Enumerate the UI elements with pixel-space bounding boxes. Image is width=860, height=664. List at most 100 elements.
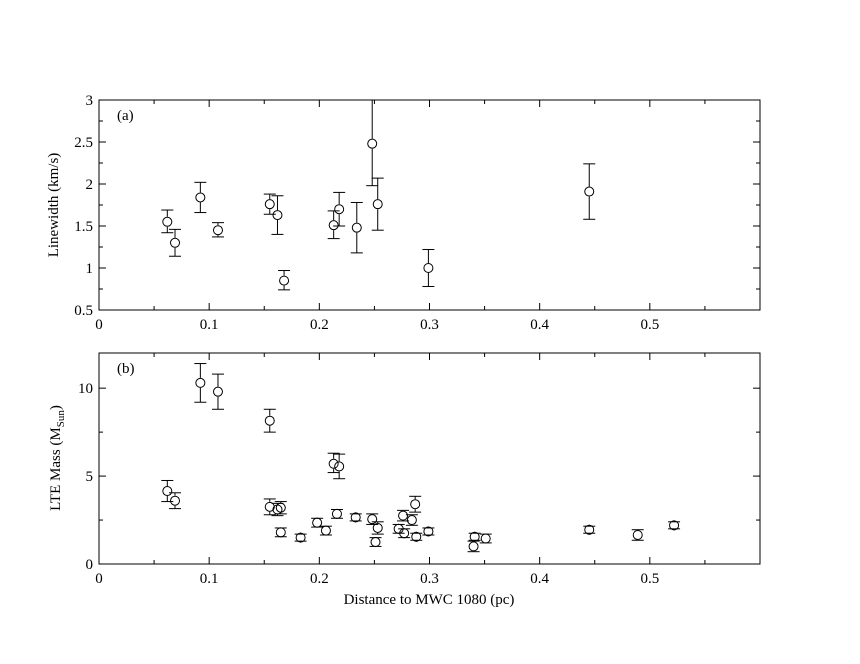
data-point-with-error-bar — [467, 540, 480, 553]
data-point-with-error-bar — [366, 513, 379, 525]
data-point-marker — [295, 532, 306, 543]
data-point-marker — [398, 510, 409, 521]
data-point-marker — [469, 531, 480, 542]
data-point-marker — [480, 533, 491, 544]
x-tick-label: 0 — [95, 571, 103, 587]
data-point-with-error-bar — [371, 177, 384, 231]
data-point-with-error-bar — [468, 531, 481, 542]
data-point-with-error-bar — [398, 528, 411, 539]
data-point-with-error-bar — [263, 498, 276, 516]
data-point-with-error-bar — [333, 453, 346, 480]
data-point-with-error-bar — [194, 363, 207, 403]
data-point-with-error-bar — [333, 191, 346, 227]
y-tick-label: 0.5 — [74, 303, 93, 319]
data-point-with-error-bar — [278, 270, 291, 291]
data-point-marker — [328, 220, 339, 231]
data-point-with-error-bar — [409, 495, 422, 513]
y-tick-label: 1 — [86, 261, 94, 277]
data-point-with-error-bar — [327, 210, 340, 240]
data-point-with-error-bar — [319, 525, 332, 536]
data-point-marker — [320, 525, 331, 536]
data-point-with-error-bar — [161, 209, 174, 234]
x-tick-label: 0.1 — [200, 317, 219, 333]
data-point-marker — [669, 520, 680, 531]
y-tick-label: 5 — [86, 469, 94, 485]
data-point-marker — [372, 522, 383, 533]
data-point-marker — [370, 537, 381, 548]
x-tick-label: 0.3 — [420, 317, 439, 333]
data-point-with-error-bar — [161, 479, 174, 503]
data-point-with-error-bar — [211, 373, 224, 410]
data-point-marker — [423, 526, 434, 537]
data-point-marker — [312, 517, 323, 528]
data-point-with-error-bar — [211, 222, 224, 238]
data-point-with-error-bar — [169, 492, 182, 510]
data-point-marker — [406, 515, 417, 526]
panel-a-data-points — [161, 99, 596, 291]
data-point-marker — [279, 275, 290, 286]
panel-b: (b) LTE Mass (MSun) Distance to MWC 1080… — [48, 352, 761, 608]
data-point-marker — [399, 528, 410, 539]
data-point-with-error-bar — [583, 524, 596, 535]
y-tick-label: 1.5 — [74, 219, 93, 235]
data-point-with-error-bar — [350, 201, 363, 254]
panel-b-y-axis-label-close: ) — [48, 405, 64, 410]
x-tick-label: 0.4 — [530, 317, 549, 333]
data-point-marker — [328, 458, 339, 469]
data-point-marker — [584, 524, 595, 535]
panel-b-label: (b) — [117, 361, 135, 377]
x-tick-label: 0.1 — [200, 571, 219, 587]
panel-b-frame — [98, 352, 761, 565]
data-point-marker — [170, 237, 181, 248]
data-point-with-error-bar — [668, 520, 681, 531]
panel-a-frame — [98, 99, 761, 311]
data-point-marker — [195, 192, 206, 203]
y-tick-label: 10 — [78, 381, 93, 397]
data-point-marker — [162, 486, 173, 497]
data-point-with-error-bar — [271, 195, 284, 235]
panel-a-ticks: 0 0.1 0.2 0.3 0.4 0.5 0.5 1 1.5 2 2.5 3 — [74, 93, 761, 333]
data-point-with-error-bar — [311, 517, 324, 528]
data-point-with-error-bar — [397, 509, 410, 522]
data-point-with-error-bar — [327, 452, 340, 474]
data-point-marker — [264, 501, 275, 512]
data-point-marker — [423, 263, 434, 273]
data-point-marker — [195, 377, 206, 388]
data-point-with-error-bar — [369, 537, 382, 548]
y-tick-label: 2 — [86, 177, 94, 193]
x-tick-label: 0 — [95, 317, 103, 333]
data-point-with-error-bar — [422, 526, 435, 537]
data-point-marker — [584, 186, 595, 197]
x-tick-label: 0.2 — [310, 571, 329, 587]
data-point-with-error-bar — [479, 533, 492, 544]
data-point-with-error-bar — [263, 193, 276, 215]
data-point-with-error-bar — [294, 532, 307, 543]
panel-b-y-axis-label: LTE Mass (MSun) — [48, 405, 67, 511]
data-point-marker — [632, 529, 643, 540]
data-point-with-error-bar — [169, 228, 182, 257]
data-point-marker — [275, 527, 286, 538]
data-point-marker — [331, 508, 342, 519]
data-point-marker — [212, 225, 223, 236]
data-point-marker — [410, 499, 421, 510]
x-tick-label: 0.2 — [310, 317, 329, 333]
data-point-with-error-bar — [194, 181, 207, 214]
data-point-marker — [372, 199, 383, 210]
data-point-with-error-bar — [371, 521, 384, 535]
data-point-with-error-bar — [274, 501, 287, 515]
data-point-marker — [411, 531, 422, 542]
data-point-marker — [350, 512, 361, 523]
data-point-marker — [351, 222, 362, 233]
data-point-marker — [264, 199, 275, 210]
x-tick-label: 0.5 — [640, 571, 659, 587]
data-point-with-error-bar — [330, 508, 343, 519]
data-point-marker — [212, 386, 223, 397]
data-point-with-error-bar — [410, 531, 423, 542]
data-point-with-error-bar — [422, 249, 435, 287]
data-point-marker — [468, 541, 479, 552]
x-tick-label: 0.4 — [530, 571, 549, 587]
data-point-marker — [170, 495, 181, 506]
data-point-with-error-bar — [349, 512, 362, 523]
panel-b-ticks: 0 0.1 0.2 0.3 0.4 0.5 0 5 10 — [78, 353, 761, 587]
